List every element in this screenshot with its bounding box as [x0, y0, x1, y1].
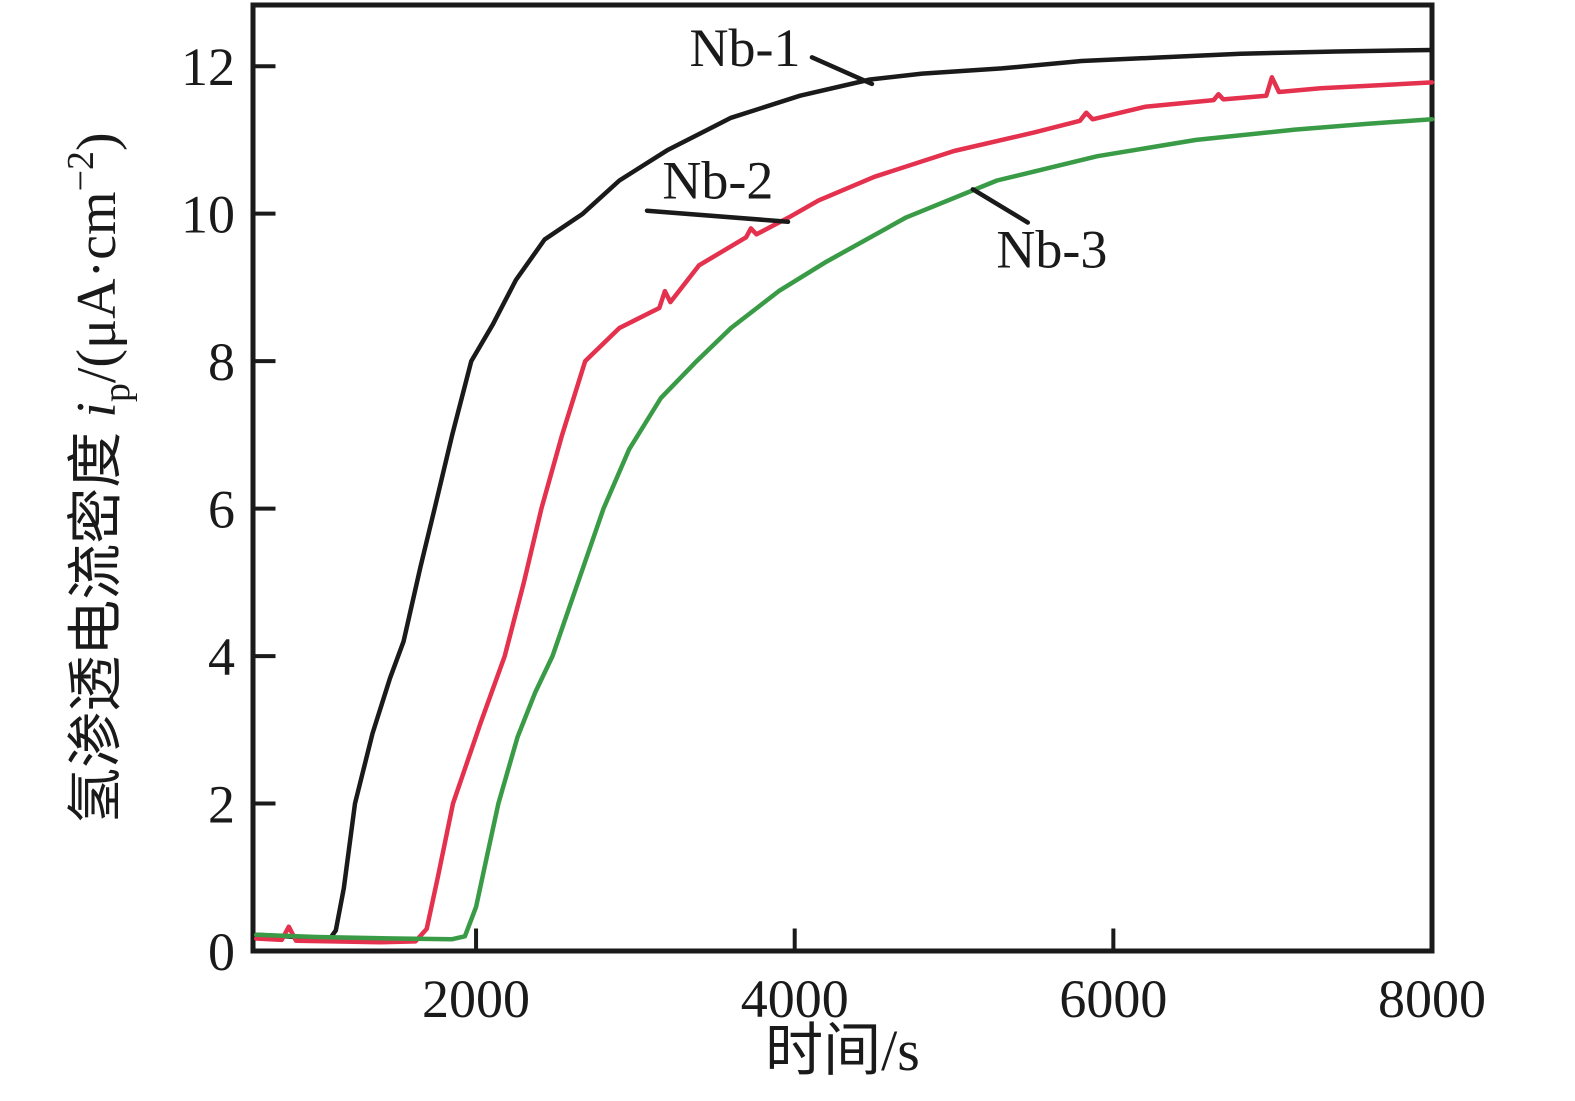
leader-line-nb-1 [809, 55, 875, 87]
series-curve-nb-3 [253, 117, 1435, 942]
series-curve-nb-1 [253, 47, 1435, 942]
curve-label-nb-1: Nb-1 [690, 18, 801, 78]
y-tick-label: 6 [208, 480, 235, 540]
plot-frame [250, 2, 1435, 954]
x-tick-label: 4000 [741, 969, 849, 1029]
x-tick-label: 2000 [422, 969, 530, 1029]
x-axis-label: 时间/s [765, 1018, 920, 1083]
curve-label-nb-2: Nb-2 [662, 151, 773, 211]
y-tick-label: 8 [208, 332, 235, 392]
y-tick-label: 0 [208, 922, 235, 982]
curve-label-nb-3: Nb-3 [996, 219, 1107, 279]
y-tick-label: 2 [208, 775, 235, 835]
y-tick-label: 4 [208, 627, 235, 687]
leader-line-nb-3 [970, 187, 1031, 225]
y-tick-label: 12 [181, 37, 235, 97]
y-tick-label: 10 [181, 185, 235, 245]
y-axis-label: 氢渗透电流密度 ip/(μA·cm−2) [60, 132, 138, 823]
series-curve-nb-2 [253, 75, 1435, 945]
x-tick-label: 6000 [1059, 969, 1167, 1029]
x-tick-label: 8000 [1378, 969, 1486, 1029]
leader-line-nb-2 [644, 208, 791, 225]
